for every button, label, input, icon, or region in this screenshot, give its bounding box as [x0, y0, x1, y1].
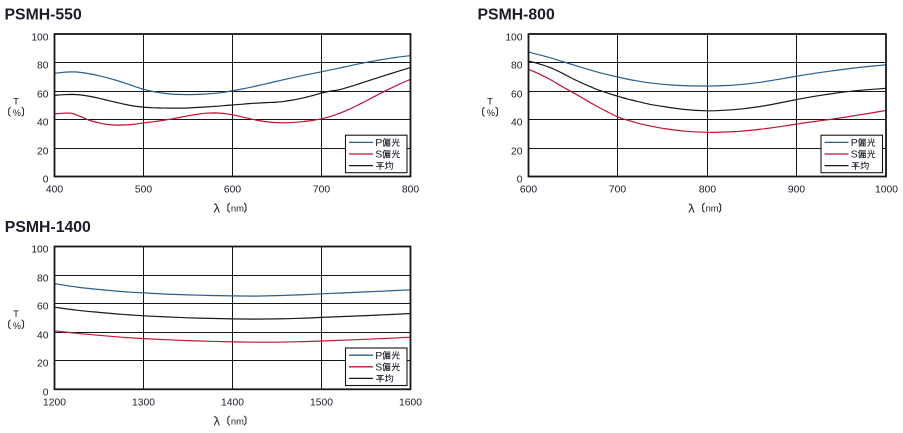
- svg-text:80: 80: [37, 273, 49, 284]
- svg-text:nm: nm: [706, 203, 719, 214]
- svg-text:PSMH-550: PSMH-550: [5, 6, 82, 23]
- svg-text:1400: 1400: [221, 398, 244, 409]
- svg-text:nm: nm: [231, 203, 244, 214]
- svg-text:700: 700: [609, 185, 626, 196]
- svg-text:80: 80: [37, 60, 49, 71]
- svg-text:%: %: [13, 108, 21, 118]
- svg-text:S: S: [375, 362, 382, 374]
- svg-text:20: 20: [37, 146, 49, 157]
- svg-text:S: S: [851, 149, 858, 161]
- svg-text:1200: 1200: [43, 398, 66, 409]
- svg-text:60: 60: [37, 301, 49, 312]
- svg-text:500: 500: [135, 185, 152, 196]
- svg-text:P: P: [375, 137, 382, 149]
- svg-text:T: T: [13, 309, 19, 320]
- svg-text:80: 80: [511, 60, 523, 71]
- svg-text:100: 100: [31, 244, 48, 255]
- svg-text:800: 800: [699, 185, 716, 196]
- svg-text:900: 900: [788, 185, 805, 196]
- svg-text:PSMH-800: PSMH-800: [478, 6, 555, 23]
- svg-text:60: 60: [37, 89, 49, 100]
- svg-text:P: P: [851, 137, 858, 149]
- svg-text:P: P: [375, 350, 382, 362]
- svg-text:700: 700: [313, 185, 330, 196]
- svg-text:%: %: [487, 108, 495, 118]
- svg-text:40: 40: [511, 117, 523, 128]
- svg-text:1600: 1600: [399, 398, 422, 409]
- svg-text:40: 40: [37, 330, 49, 341]
- svg-text:1000: 1000: [875, 185, 898, 196]
- svg-text:0: 0: [43, 174, 49, 185]
- svg-text:0: 0: [517, 174, 523, 185]
- svg-text:20: 20: [511, 146, 523, 157]
- svg-text:1300: 1300: [132, 398, 155, 409]
- svg-text:%: %: [13, 321, 21, 331]
- svg-text:600: 600: [520, 185, 537, 196]
- svg-text:S: S: [375, 149, 382, 161]
- svg-text:0: 0: [43, 387, 49, 398]
- svg-text:100: 100: [31, 32, 48, 43]
- svg-text:nm: nm: [231, 416, 244, 427]
- svg-text:T: T: [13, 97, 19, 108]
- svg-text:400: 400: [46, 185, 63, 196]
- svg-text:PSMH-1400: PSMH-1400: [5, 219, 91, 236]
- svg-text:1500: 1500: [310, 398, 333, 409]
- svg-text:40: 40: [37, 117, 49, 128]
- svg-text:20: 20: [37, 358, 49, 369]
- svg-text:800: 800: [402, 185, 419, 196]
- svg-text:600: 600: [224, 185, 241, 196]
- svg-text:T: T: [487, 97, 493, 108]
- svg-text:60: 60: [511, 89, 523, 100]
- svg-text:100: 100: [505, 32, 522, 43]
